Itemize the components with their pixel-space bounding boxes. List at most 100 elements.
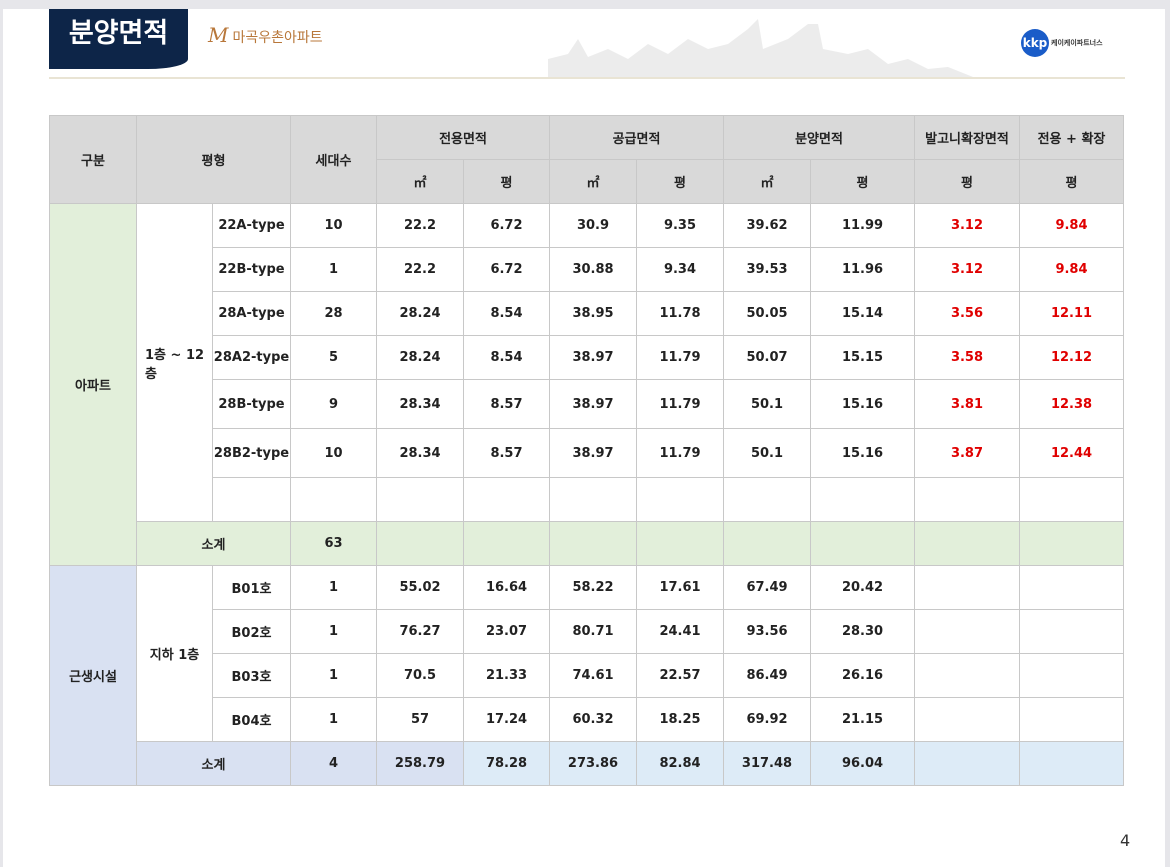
table-cell: 30.88: [549, 247, 637, 292]
table-cell: [1019, 565, 1124, 610]
table-cell: 28B2-type: [212, 428, 291, 478]
table-cell: 8.54: [463, 291, 550, 336]
table-cell: [549, 477, 637, 522]
table-cell: 1층 ~ 12층: [136, 203, 213, 522]
table-cell: 1: [290, 247, 377, 292]
table-cell: [914, 565, 1020, 610]
table-cell: 60.32: [549, 697, 637, 742]
table-row: 근생시설 지하 1층 B01호 1 55.02 16.64 58.22 17.61 67.49 2…: [49, 565, 1124, 786]
table-cell: 82.84: [636, 741, 724, 786]
table-cell: 12.11: [1019, 291, 1124, 336]
page: 분양면적 M 마곡우촌아파트 kkp 케이케이파트너스 구분 평형 세대수 전용면적 공급면…: [3, 9, 1165, 867]
table-cell: [1019, 697, 1124, 742]
table-cell: 38.97: [549, 379, 637, 429]
table-cell: 15.16: [810, 428, 915, 478]
table-cell: 258.79: [376, 741, 464, 786]
table-cell: [212, 477, 291, 522]
table-cell: 55.02: [376, 565, 464, 610]
header-cell: 평형: [136, 115, 291, 204]
table-cell: 38.97: [549, 335, 637, 380]
table-cell: 4: [290, 741, 377, 786]
table-cell: 평: [810, 159, 915, 204]
table-cell: [723, 477, 811, 522]
table-cell: 273.86: [549, 741, 637, 786]
table-row: 22B-type 1 22.2 6.72 30.88 9.34 39.53 11.96 3.12…: [50, 247, 1124, 292]
table-row: [50, 477, 1124, 522]
table-cell: 20.42: [810, 565, 915, 610]
table-cell: [914, 609, 1020, 654]
table-cell: 15.15: [810, 335, 915, 380]
table-row: 소계 63: [50, 521, 1124, 566]
table-cell: 6.72: [463, 203, 550, 248]
table-cell: 1: [290, 653, 377, 698]
table-cell: 21.15: [810, 697, 915, 742]
table-cell: 96.04: [810, 741, 915, 786]
table-cell: 57: [376, 697, 464, 742]
table-cell: 9: [290, 379, 377, 429]
table-cell: 11.79: [636, 428, 724, 478]
table-cell: 76.27: [376, 609, 464, 654]
table-cell: 22A-type: [212, 203, 291, 248]
header-cell: 발고니확장면적: [914, 115, 1020, 160]
table-cell: [376, 521, 464, 566]
table-cell: 10: [290, 428, 377, 478]
table-cell: 8.54: [463, 335, 550, 380]
table-cell: 26.16: [810, 653, 915, 698]
table-cell: 지하 1층: [136, 565, 213, 742]
table-cell: 3.12: [914, 203, 1020, 248]
table-cell: 12.44: [1019, 428, 1124, 478]
table-row: B03호 1 70.5 21.33 74.61 22.57 86.49 26.16: [50, 653, 1124, 698]
header-cell: 세대수: [290, 115, 377, 204]
table-cell: B02호: [212, 609, 291, 654]
table-cell: [914, 521, 1020, 566]
table-cell: 50.05: [723, 291, 811, 336]
table-cell: [290, 477, 377, 522]
table-cell: 28.34: [376, 379, 464, 429]
header-cell: 분양면적: [723, 115, 915, 160]
header-cell: 공급면적: [549, 115, 724, 160]
table-cell: 30.9: [549, 203, 637, 248]
table-cell: [723, 521, 811, 566]
table-cell: [1019, 653, 1124, 698]
kkp-logo: kkp 케이케이파트너스: [1021, 29, 1103, 57]
table-row: 28B2-type 10 28.34 8.57 38.97 11.79 50.1 15.16 3…: [50, 428, 1124, 478]
table-row: 아파트 1층 ~ 12층 22A-type 10 22.2 6.72 30.9 9.35 39.…: [49, 203, 1124, 566]
table-cell: [376, 477, 464, 522]
table-cell: B03호: [212, 653, 291, 698]
table-row: B04호 1 57 17.24 60.32 18.25 69.92 21.15: [50, 697, 1124, 742]
table-cell: [914, 697, 1020, 742]
table-cell: 28.30: [810, 609, 915, 654]
table-cell: 22.2: [376, 203, 464, 248]
table-cell: 39.53: [723, 247, 811, 292]
table-cell: 3.58: [914, 335, 1020, 380]
header-cell: 전용면적: [376, 115, 550, 160]
table-cell: 28: [290, 291, 377, 336]
table-cell: 16.64: [463, 565, 550, 610]
table-cell: 아파트: [49, 203, 137, 566]
table-cell: 평: [463, 159, 550, 204]
page-number: 4: [1120, 831, 1131, 850]
table-cell: [914, 477, 1020, 522]
table-cell: 8.57: [463, 428, 550, 478]
table-cell: 12.38: [1019, 379, 1124, 429]
table-cell: 63: [290, 521, 377, 566]
table-cell: 50.07: [723, 335, 811, 380]
table-cell: 11.78: [636, 291, 724, 336]
table-cell: 9.34: [636, 247, 724, 292]
table-cell: 3.87: [914, 428, 1020, 478]
table-cell: 317.48: [723, 741, 811, 786]
table-cell: 소계: [136, 741, 291, 786]
table-cell: 12.12: [1019, 335, 1124, 380]
table-cell: 3.81: [914, 379, 1020, 429]
table-cell: 15.14: [810, 291, 915, 336]
divider: [49, 77, 1125, 79]
table-cell: ㎡: [376, 159, 464, 204]
table-cell: 15.16: [810, 379, 915, 429]
table-cell: 평: [914, 159, 1020, 204]
table-cell: 1: [290, 697, 377, 742]
table-cell: 9.35: [636, 203, 724, 248]
table-cell: 28A2-type: [212, 335, 291, 380]
table-cell: [810, 477, 915, 522]
table-cell: B01호: [212, 565, 291, 610]
table-cell: [463, 477, 550, 522]
